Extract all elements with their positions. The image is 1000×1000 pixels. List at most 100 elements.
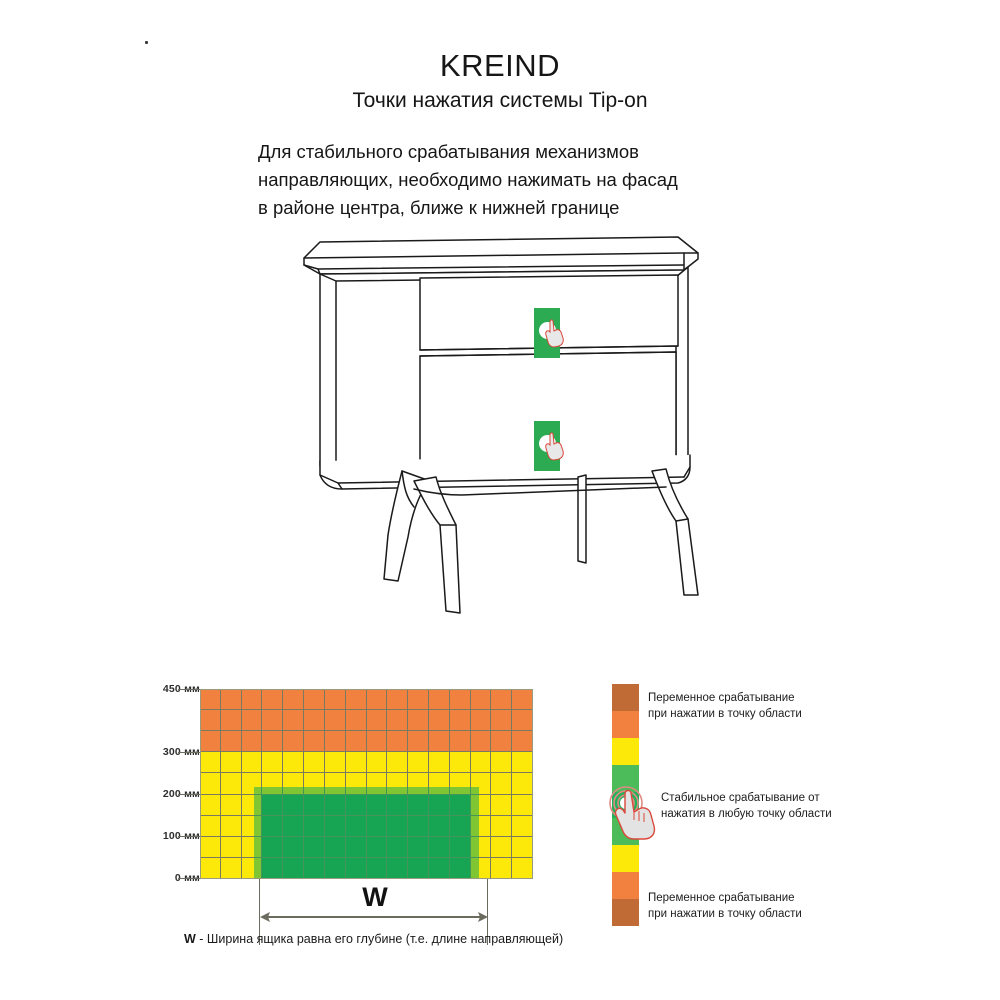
grid-cell xyxy=(262,689,284,711)
grid-cell xyxy=(387,752,409,774)
grid-cell xyxy=(262,731,284,753)
legend-bottom-line-2: при нажатии в точку области xyxy=(648,908,802,920)
grid-cell xyxy=(220,773,242,795)
grid-cell xyxy=(512,794,533,816)
grid-cell xyxy=(470,752,492,774)
grid-cell xyxy=(200,836,221,858)
grid-cell xyxy=(491,731,513,753)
w-extension-line-left xyxy=(259,879,261,945)
grid-cell xyxy=(220,710,242,732)
hand-tap-icon xyxy=(545,432,564,461)
grid-cell xyxy=(428,752,450,774)
grid-cell xyxy=(408,731,429,753)
grid-cell xyxy=(200,815,221,837)
press-point-marker-upper-drawer xyxy=(534,308,564,358)
grid-cell xyxy=(449,731,471,753)
grid-cell xyxy=(345,752,367,774)
y-tick-mark-300 xyxy=(178,752,200,753)
grid-cell xyxy=(387,710,409,732)
grid-cell xyxy=(512,752,533,774)
grid-cell xyxy=(428,689,450,711)
legend-middle-line-1: Стабильное срабатывание от xyxy=(661,792,820,804)
zone-grid xyxy=(200,689,533,879)
stable-zone-halo xyxy=(254,786,479,879)
grid-cell xyxy=(408,689,429,711)
intro-paragraph: Для стабильного срабатывания механизмов … xyxy=(258,138,778,222)
grid-cell xyxy=(241,752,263,774)
grid-cell xyxy=(324,710,346,732)
grid-cell xyxy=(512,731,533,753)
legend-item-bottom: Переменное срабатывание при нажатии в то… xyxy=(648,890,802,922)
grid-cell xyxy=(200,794,221,816)
grid-cell xyxy=(200,857,221,879)
legend-middle-line-2: нажатия в любую точку области xyxy=(661,808,832,820)
grid-cell xyxy=(200,773,221,795)
intro-line-3: в районе центра, ближе к нижней границе xyxy=(258,197,620,218)
grid-cell xyxy=(491,773,513,795)
y-tick-mark-100 xyxy=(178,836,200,837)
press-point-marker-lower-drawer xyxy=(534,421,564,471)
w-arrow-head-right-icon xyxy=(478,912,488,922)
legend-top-line-2: при нажатии в точку области xyxy=(648,708,802,720)
grid-cell xyxy=(324,752,346,774)
grid-cell xyxy=(491,857,513,879)
grid-cell xyxy=(220,836,242,858)
grid-cell xyxy=(304,752,325,774)
grid-cell xyxy=(366,731,388,753)
grid-cell xyxy=(512,710,533,732)
grid-cell xyxy=(262,752,284,774)
grid-cell xyxy=(220,752,242,774)
grid-cell xyxy=(470,689,492,711)
grid-cell xyxy=(304,689,325,711)
w-arrow-head-left-icon xyxy=(260,912,270,922)
y-tick-mark-0 xyxy=(178,878,200,879)
table-top xyxy=(303,236,699,275)
grid-cell xyxy=(283,752,305,774)
grid-cell xyxy=(262,710,284,732)
legend-bottom-line-1: Переменное срабатывание xyxy=(648,892,795,904)
grid-cell xyxy=(324,731,346,753)
grid-cell xyxy=(449,689,471,711)
y-tick-mark-450 xyxy=(178,689,200,690)
band-orange-bottom xyxy=(612,872,639,900)
grid-cell xyxy=(324,689,346,711)
grid-cell xyxy=(241,710,263,732)
w-caption: W - Ширина ящика равна его глубине (т.е.… xyxy=(0,932,1000,946)
grid-cell xyxy=(491,710,513,732)
grid-cell xyxy=(428,710,450,732)
grid-cell xyxy=(345,689,367,711)
leg-front-right xyxy=(413,476,461,614)
grid-cell xyxy=(491,836,513,858)
grid-cell xyxy=(220,857,242,879)
pressure-zone-diagram: 450 мм 300 мм 200 мм 100 мм 0 мм W W - Ш… xyxy=(0,660,1000,1000)
grid-cell xyxy=(283,689,305,711)
band-yellow-top xyxy=(612,737,639,766)
hand-tap-icon xyxy=(609,786,656,840)
grid-cell xyxy=(387,731,409,753)
w-caption-text: - Ширина ящика равна его глубине (т.е. д… xyxy=(199,932,564,946)
band-brown-bottom xyxy=(612,899,639,927)
grid-cell xyxy=(387,689,409,711)
stray-speck xyxy=(145,41,148,44)
grid-cell xyxy=(283,731,305,753)
legend: Переменное срабатывание при нажатии в то… xyxy=(609,684,912,927)
grid-cell xyxy=(220,794,242,816)
grid-cell xyxy=(512,689,533,711)
nightstand-illustration xyxy=(280,225,710,615)
grid-cell xyxy=(491,815,513,837)
page-title: KREIND xyxy=(439,48,561,83)
legend-item-top: Переменное срабатывание при нажатии в то… xyxy=(648,690,802,722)
grid-cell xyxy=(345,731,367,753)
grid-cell xyxy=(428,731,450,753)
band-orange-top xyxy=(612,710,639,739)
grid-cell xyxy=(220,689,242,711)
grid-cell xyxy=(304,731,325,753)
w-extension-line-right xyxy=(487,879,489,945)
grid-cell xyxy=(512,836,533,858)
grid-cell xyxy=(200,689,221,711)
legend-top-line-1: Переменное срабатывание xyxy=(648,692,795,704)
grid-cell xyxy=(220,731,242,753)
grid-cell xyxy=(512,773,533,795)
grid-cell xyxy=(241,689,263,711)
